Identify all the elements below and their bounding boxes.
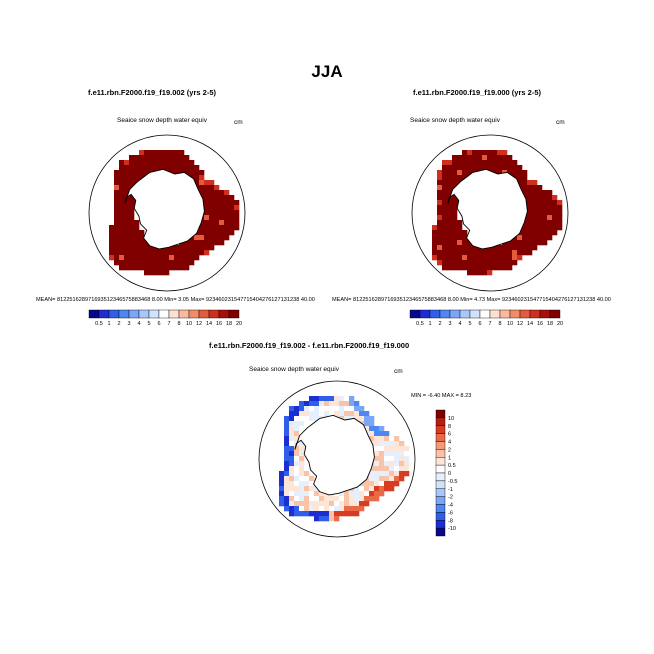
- colorbar-tick-label: 20: [557, 321, 563, 327]
- colorbar-tick-label: 5: [147, 321, 150, 327]
- panel3-units-label: cm: [394, 368, 403, 375]
- panel2-variable-label: Seaice snow depth water equiv: [410, 117, 500, 124]
- colorbar-tick-label: 14: [206, 321, 212, 327]
- colorbar-tick-label: 10: [186, 321, 192, 327]
- colorbar-tick-label: 6: [478, 321, 481, 327]
- colorbar-tick-label: 8: [448, 424, 451, 430]
- colorbar-tick-label: 18: [547, 321, 553, 327]
- colorbar-tick-label: 7: [488, 321, 491, 327]
- panel3-variable-label: Seaice snow depth water equiv: [249, 366, 339, 373]
- colorbar-tick-label: 3: [127, 321, 130, 327]
- panel1-units-label: cm: [234, 119, 243, 126]
- colorbar-tick-label: 16: [216, 321, 222, 327]
- colorbar-swatch: [435, 504, 446, 513]
- colorbar-tick-label: 0: [448, 471, 451, 477]
- colorbar-swatch: [435, 520, 446, 529]
- panel1-stats: MEAN= 812251628971693512346575883468 8.0…: [36, 297, 315, 303]
- colorbar-tick-label: 1: [107, 321, 110, 327]
- colorbar-tick-label: -1: [448, 487, 453, 493]
- colorbar-tick-label: 16: [537, 321, 543, 327]
- colorbar-tick-label: 14: [527, 321, 533, 327]
- colorbar-tick-label: 1: [448, 455, 451, 461]
- colorbar-tick-label: 1: [428, 321, 431, 327]
- colorbar-tick-label: 12: [196, 321, 202, 327]
- colorbar-swatch: [435, 409, 446, 419]
- colorbar-swatch: [435, 488, 446, 497]
- colorbar-swatch: [435, 425, 446, 434]
- panel2-units-label: cm: [556, 119, 565, 126]
- colorbar-swatch: [435, 496, 446, 505]
- colorbar-tick-label: 4: [448, 440, 451, 446]
- colorbar-tick-label: 10: [507, 321, 513, 327]
- colorbar-swatch: [435, 464, 446, 474]
- colorbar-tick-label: -4: [448, 503, 453, 509]
- panel3-stats: MIN = -6.40 MAX = 8.23: [411, 393, 472, 399]
- panel2-stats: MEAN= 812251628971693512346575883468 8.0…: [332, 297, 611, 303]
- panel3-title: f.e11.rbn.F2000.f19_f19.002 - f.e11.rbn.…: [209, 341, 410, 350]
- figure-title: JJA: [311, 62, 343, 81]
- panel2-title: f.e11.rbn.F2000.f19_f19.000 (yrs 2-5): [413, 88, 541, 97]
- colorbar-tick-label: -8: [448, 518, 453, 524]
- colorbar-tick-label: 4: [458, 321, 461, 327]
- colorbar-tick-label: 6: [448, 432, 451, 438]
- colorbar-tick-label: 0.5: [95, 321, 103, 327]
- colorbar-tick-label: 0.5: [416, 321, 424, 327]
- colorbar-swatch: [435, 441, 446, 450]
- colorbar-tick-label: -0.5: [448, 479, 457, 485]
- colorbar-swatch: [228, 309, 240, 319]
- colorbar-tick-label: 8: [498, 321, 501, 327]
- colorbar-swatch: [435, 512, 446, 521]
- colorbar-tick-label: 10: [448, 416, 454, 422]
- colorbar-tick-label: 6: [157, 321, 160, 327]
- colorbar-tick-label: 4: [137, 321, 140, 327]
- colorbar-tick-label: 8: [177, 321, 180, 327]
- colorbar-tick-label: -2: [448, 495, 453, 501]
- colorbar-swatch: [435, 433, 446, 442]
- colorbar-swatch: [549, 309, 561, 319]
- panel1-title: f.e11.rbn.F2000.f19_f19.002 (yrs 2-5): [88, 88, 216, 97]
- colorbar-tick-label: 0.5: [448, 463, 456, 469]
- colorbar-tick-label: 2: [438, 321, 441, 327]
- colorbar-tick-label: 7: [167, 321, 170, 327]
- colorbar-tick-label: 12: [517, 321, 523, 327]
- colorbar-swatch: [435, 527, 446, 537]
- colorbar-swatch: [435, 449, 446, 458]
- colorbar-tick-label: 3: [448, 321, 451, 327]
- colorbar-tick-label: -10: [448, 526, 456, 532]
- panel1-variable-label: Seaice snow depth water equiv: [117, 117, 207, 124]
- colorbar-swatch: [435, 417, 446, 426]
- colorbar-tick-label: -6: [448, 510, 453, 516]
- colorbar-tick-label: 20: [236, 321, 242, 327]
- colorbar-swatch: [435, 480, 446, 489]
- colorbar-tick-label: 5: [468, 321, 471, 327]
- colorbar-swatch: [435, 472, 446, 482]
- colorbar-tick-label: 2: [448, 447, 451, 453]
- colorbar-tick-label: 2: [117, 321, 120, 327]
- colorbar-tick-label: 18: [226, 321, 232, 327]
- colorbar-swatch: [435, 457, 446, 466]
